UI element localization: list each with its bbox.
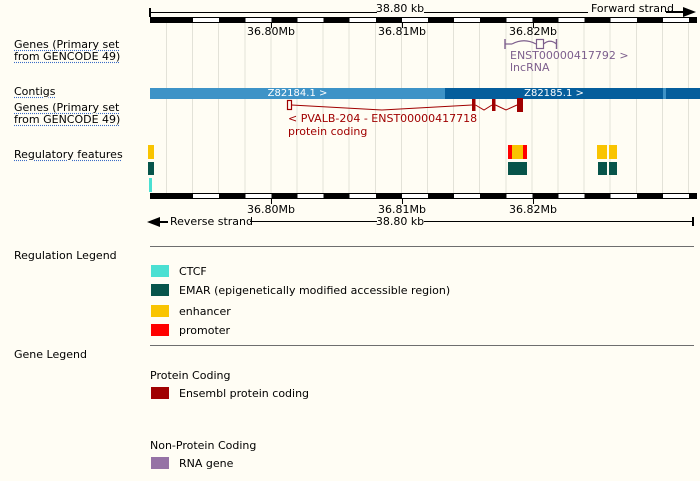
track-label-genes-forward[interactable]: Genes (Primary set from GENCODE 49)	[14, 38, 121, 63]
promoter-feature[interactable]	[508, 145, 512, 159]
track-label-genes-reverse[interactable]: Genes (Primary set from GENCODE 49)	[14, 101, 121, 126]
rna-gene-legend-label: RNA gene	[179, 457, 234, 470]
contig-track: Z82184.1 > Z82185.1 >	[150, 88, 700, 99]
ctcf-legend-label: CTCF	[179, 265, 207, 278]
forward-arrow-tail	[666, 11, 683, 13]
tick-mark	[533, 199, 534, 204]
reverse-strand-arrow-icon	[147, 217, 160, 227]
forward-strand-label: Forward strand	[591, 2, 674, 15]
enhancer-feature[interactable]	[512, 145, 523, 159]
protein-coding-gene-label[interactable]: < PVALB-204 - ENST00000417718	[288, 112, 478, 125]
coordinate-label: 36.80Mb	[247, 25, 295, 38]
contig-segment[interactable]: Z82184.1 >	[150, 88, 445, 99]
promoter-legend-swatch	[151, 324, 169, 336]
reverse-strand-label: Reverse strand	[170, 215, 253, 228]
separator	[150, 246, 694, 247]
tick-mark	[271, 23, 272, 28]
emar-legend-label: EMAR (epigenetically modified accessible…	[179, 284, 451, 297]
ctcf-feature[interactable]	[149, 178, 152, 192]
protein-coding-legend-swatch	[151, 387, 169, 399]
scale-right-cap	[692, 217, 694, 226]
scale-line-segment	[424, 221, 692, 222]
scale-length-label: 38.80 kb	[375, 2, 425, 15]
lncrna-transcript-id[interactable]: ENST00000417792 >	[510, 49, 629, 62]
emar-feature[interactable]	[609, 162, 617, 175]
separator	[150, 345, 694, 346]
tick-mark	[402, 23, 403, 28]
top-ruler-bar	[150, 17, 697, 23]
enhancer-legend-label: enhancer	[179, 305, 231, 318]
coordinate-label: 36.81Mb	[378, 203, 426, 216]
emar-feature[interactable]	[148, 162, 154, 175]
promoter-legend-label: promoter	[179, 324, 231, 337]
track-label-regulatory-features[interactable]: Regulatory features	[14, 148, 123, 161]
scale-line-segment	[424, 12, 588, 13]
bottom-ruler-bar	[150, 193, 697, 199]
lncrna-transcript-glyph[interactable]	[502, 37, 560, 54]
gene-legend-title: Gene Legend	[14, 348, 87, 361]
forward-strand-arrow-icon	[683, 7, 696, 17]
enhancer-feature[interactable]	[609, 145, 617, 159]
emar-feature[interactable]	[508, 162, 527, 175]
coordinate-label: 36.80Mb	[247, 203, 295, 216]
emar-feature[interactable]	[598, 162, 607, 175]
enhancer-feature[interactable]	[597, 145, 607, 159]
contig-segment[interactable]: Z82185.1 >	[445, 88, 663, 99]
regulation-legend-title: Regulation Legend	[14, 249, 117, 262]
protein-coding-heading: Protein Coding	[150, 369, 231, 382]
ctcf-legend-swatch	[151, 265, 169, 277]
scale-length-label: 38.80 kb	[375, 215, 425, 228]
tick-mark	[402, 199, 403, 204]
scale-line-segment	[250, 221, 377, 222]
lncrna-biotype-label: lncRNA	[510, 61, 550, 74]
track-label-contigs[interactable]: Contigs	[14, 85, 56, 98]
coordinate-label: 36.82Mb	[509, 203, 557, 216]
protein-coding-transcript-glyph[interactable]	[285, 97, 530, 118]
scale-line-segment	[150, 12, 377, 13]
tick-mark	[533, 23, 534, 28]
enhancer-feature[interactable]	[148, 145, 154, 159]
promoter-feature[interactable]	[523, 145, 527, 159]
enhancer-legend-swatch	[151, 305, 169, 317]
reverse-arrow-tail	[160, 221, 168, 223]
coordinate-label: 36.81Mb	[378, 25, 426, 38]
protein-coding-legend-label: Ensembl protein coding	[179, 387, 310, 400]
emar-legend-swatch	[151, 284, 169, 296]
rna-gene-legend-swatch	[151, 457, 169, 469]
coordinate-label: 36.82Mb	[509, 25, 557, 38]
tick-mark	[271, 199, 272, 204]
protein-coding-biotype-label: protein coding	[288, 125, 368, 138]
contig-segment[interactable]	[663, 88, 666, 99]
contig-segment[interactable]	[666, 88, 700, 99]
non-protein-coding-heading: Non-Protein Coding	[150, 439, 257, 452]
